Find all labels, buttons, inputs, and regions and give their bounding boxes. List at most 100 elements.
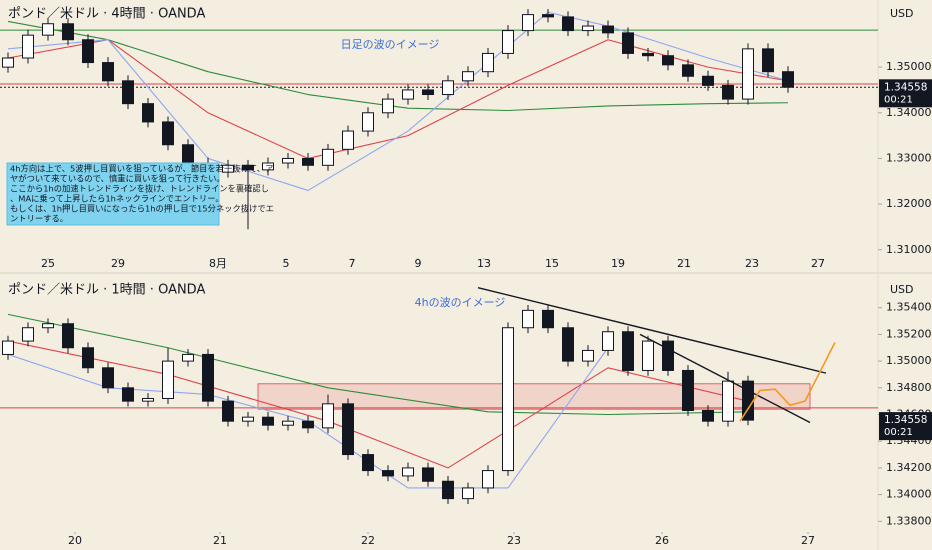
candle-body: [362, 112, 374, 132]
candle-body: [242, 164, 254, 171]
candle-body: [182, 353, 194, 362]
y-tick-label: 1.35400: [886, 301, 932, 314]
price-zone: [257, 383, 811, 410]
candle-body: [622, 331, 634, 371]
candle-body: [742, 48, 754, 100]
price-tag: [879, 79, 932, 108]
y-tick-label: 1.34200: [886, 461, 932, 474]
candle-body: [102, 62, 114, 82]
candle-body: [622, 32, 634, 54]
candle-body: [442, 80, 454, 96]
x-tick-label: 21: [213, 534, 227, 547]
x-tick-label: 5: [283, 257, 290, 270]
y-tick-label: 1.34000: [886, 488, 932, 501]
trend-line: [639, 333, 811, 424]
candle-body: [482, 470, 494, 489]
x-tick-label: 27: [801, 534, 815, 547]
price-tag: [879, 412, 932, 441]
x-tick-label: 20: [68, 534, 82, 547]
candle-body: [522, 14, 534, 32]
candle-body: [582, 25, 594, 32]
annotation: 日足の波のイメージ: [341, 38, 440, 51]
candle-body: [762, 48, 774, 73]
candle-body: [422, 89, 434, 96]
annotation: 4hの波のイメージ: [415, 296, 506, 309]
x-tick-label: 26: [655, 534, 669, 547]
y-tick-label: 1.32000: [886, 197, 932, 210]
candle-body: [662, 340, 674, 371]
y-tick-label: 1.35000: [886, 354, 932, 367]
y-tick-label: 1.34800: [886, 381, 932, 394]
candle-body: [422, 467, 434, 482]
candle-body: [282, 157, 294, 164]
x-tick-label: 25: [41, 257, 55, 270]
x-tick-label: 7: [349, 257, 356, 270]
currency-label: USD: [890, 283, 914, 296]
candle-body: [22, 327, 34, 342]
x-tick-label: 13: [477, 257, 491, 270]
candle-body: [342, 403, 354, 456]
candle-body: [502, 30, 514, 54]
note-line: ントリーする。: [10, 214, 68, 224]
candle-body: [462, 71, 474, 82]
moving-average: [7, 11, 789, 191]
moving-average: [7, 20, 789, 112]
candle-body: [562, 16, 574, 32]
candle-body: [82, 39, 94, 64]
candle-body: [262, 162, 274, 171]
candle-body: [382, 470, 394, 477]
candle-body: [2, 57, 14, 68]
x-tick-label: 27: [811, 257, 825, 270]
candle-body: [722, 84, 734, 100]
candle-body: [442, 480, 454, 500]
candle-body: [382, 98, 394, 114]
currency-label: USD: [890, 7, 914, 20]
candle-body: [642, 52, 654, 57]
candle-body: [142, 103, 154, 123]
y-tick-label: 1.35200: [886, 327, 932, 340]
candle-body: [122, 387, 134, 402]
plot-area: [0, 9, 878, 230]
candle-body: [162, 121, 174, 146]
panel-title: ポンド／米ドル · 1時間 · OANDA: [8, 283, 205, 298]
price-tag-label: 1.34558: [884, 81, 927, 93]
candle-body: [402, 89, 414, 100]
projection-path: [739, 342, 836, 422]
candle-body: [522, 309, 534, 329]
trend-line: [477, 286, 827, 374]
x-tick-label: 8月: [209, 257, 227, 270]
candle-body: [482, 52, 494, 73]
candle-body: [242, 416, 254, 422]
price-tag-label: 1.34558: [884, 414, 927, 426]
candle-body: [162, 360, 174, 399]
note-line: ここから1hの加速トレンドラインを抜け、トレンドラインを裏確認し: [10, 184, 269, 194]
moving-average: [7, 340, 749, 469]
candle-body: [222, 164, 234, 173]
y-tick-label: 1.33000: [886, 151, 932, 164]
candle-body: [62, 23, 74, 41]
candle-body: [602, 25, 614, 34]
candle-body: [122, 80, 134, 105]
x-tick-label: 23: [745, 257, 759, 270]
candle-body: [782, 71, 794, 88]
candle-body: [402, 467, 414, 477]
candle-body: [562, 327, 574, 362]
candle-body: [342, 130, 354, 150]
moving-average: [7, 39, 789, 160]
candle-body: [62, 323, 74, 349]
candle-body: [42, 23, 54, 36]
candle-body: [222, 400, 234, 422]
candle-body: [302, 157, 314, 166]
candle-body: [42, 323, 54, 329]
note-box: [6, 162, 220, 226]
countdown: 00:21: [884, 94, 913, 105]
candle-body: [202, 353, 214, 402]
panel-title: ポンド／米ドル · 4時間 · OANDA: [8, 7, 205, 22]
candle-body: [322, 148, 334, 166]
candle-body: [462, 487, 474, 500]
x-tick-label: 23: [507, 534, 521, 547]
countdown: 00:21: [884, 427, 913, 438]
candle-body: [542, 309, 554, 329]
candle-body: [682, 64, 694, 77]
